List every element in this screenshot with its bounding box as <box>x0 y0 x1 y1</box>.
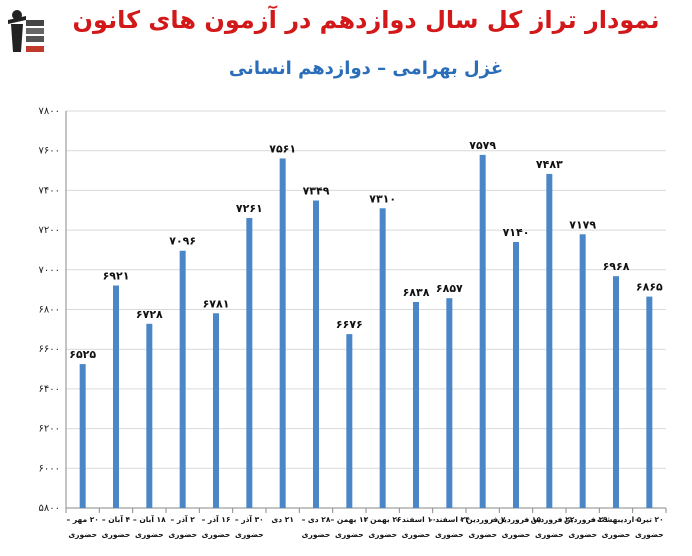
x-tick-label: ۲۲ فروردین – <box>524 515 575 524</box>
bar <box>346 334 353 508</box>
bar <box>646 296 653 508</box>
bar <box>479 154 486 508</box>
bar <box>546 173 553 508</box>
bar <box>413 301 419 508</box>
bar <box>213 313 219 508</box>
x-tick-label: ۲۶ بهمن – <box>364 515 402 524</box>
data-label: ۶۸۳۸ <box>403 286 430 299</box>
bar <box>446 298 453 508</box>
x-tick-label: ۱۲ بهمن – <box>330 515 368 524</box>
y-tick-label: ۷۶۰۰ <box>39 146 60 157</box>
data-label: ۶۵۲۵ <box>69 348 96 361</box>
data-label: ۶۷۸۱ <box>203 297 230 310</box>
kanoon-logo <box>6 6 46 56</box>
data-label: ۷۳۱۰ <box>369 192 396 205</box>
x-tick-label: ۳۰ آذر – <box>235 514 264 524</box>
x-tick-label-sub: حضوری <box>302 530 331 539</box>
x-tick-label: ۲۰ تیر – <box>635 515 664 524</box>
y-tick-label: ۶۰۰۰ <box>39 463 60 474</box>
x-tick-label: ۲۱ دی <box>271 515 294 524</box>
x-tick-label-sub: حضوری <box>568 530 597 539</box>
x-tick-label: ۲ آذر – <box>171 514 196 524</box>
x-tick-label-sub: حضوری <box>135 530 164 539</box>
bar <box>79 364 86 508</box>
x-tick-label-sub: حضوری <box>368 530 397 539</box>
bar <box>613 276 619 508</box>
x-tick-label-sub: حضوری <box>635 530 664 539</box>
data-label: ۷۱۷۹ <box>569 218 596 231</box>
bar <box>579 234 586 508</box>
data-label: ۷۴۸۳ <box>536 158 563 171</box>
y-tick-label: ۶۴۰۰ <box>39 384 60 395</box>
x-tick-label: ۴ آبان – <box>102 514 131 524</box>
bar <box>246 217 253 508</box>
x-tick-label-sub: حضوری <box>102 530 131 539</box>
data-label: ۶۸۶۵ <box>636 281 663 294</box>
chart-subtitle: غزل بهرامی – دوازدهم انسانی <box>228 58 504 79</box>
x-tick-label: ۲۸ دی – <box>302 515 331 524</box>
chart-title: نمودار تراز کل سال دوازدهم در آزمون های … <box>72 6 660 34</box>
bar <box>313 200 319 508</box>
data-label: ۶۹۲۱ <box>103 269 130 282</box>
x-tick-label: ۵ اردیبهشت – <box>591 515 642 524</box>
bar <box>513 242 519 508</box>
x-tick-label-sub: حضوری <box>235 530 264 539</box>
y-tick-label: ۶۸۰۰ <box>39 305 60 316</box>
x-tick-label: ۱۸ آبان – <box>133 514 166 524</box>
y-tick-label: ۷۲۰۰ <box>39 225 60 236</box>
x-tick-label: ۱۶ آذر – <box>202 514 231 524</box>
x-tick-label: ۷ فروردین – <box>460 515 506 524</box>
x-tick-label: ۲۰ مهر – <box>66 515 98 524</box>
data-label: ۷۵۶۱ <box>269 142 296 155</box>
data-label: ۶۷۲۸ <box>136 308 163 321</box>
x-tick-label-sub: حضوری <box>402 530 431 539</box>
data-label: ۷۰۹۶ <box>169 235 196 248</box>
data-label: ۷۵۷۹ <box>469 139 496 152</box>
x-tick-label-sub: حضوری <box>535 530 564 539</box>
x-tick-label: ۲۴ اسفند – <box>429 515 470 524</box>
bar <box>279 158 286 508</box>
y-tick-label: ۷۴۰۰ <box>39 185 60 196</box>
data-label: ۶۸۵۷ <box>436 282 463 295</box>
data-label: ۷۱۴۰ <box>503 226 530 239</box>
y-tick-label: ۶۲۰۰ <box>39 424 60 435</box>
bar <box>146 323 153 508</box>
data-label: ۷۲۶۱ <box>236 202 263 215</box>
bar <box>113 285 119 508</box>
y-tick-label: ۷۰۰۰ <box>39 265 60 276</box>
y-tick-label: ۵۸۰۰ <box>39 503 60 514</box>
data-label: ۶۹۶۸ <box>603 260 630 273</box>
x-tick-label-sub: حضوری <box>68 530 97 539</box>
data-label: ۷۳۴۹ <box>303 185 330 198</box>
x-tick-label-sub: حضوری <box>502 530 531 539</box>
data-label: ۶۶۷۶ <box>336 318 363 331</box>
bar <box>179 250 186 508</box>
x-tick-label-sub: حضوری <box>202 530 231 539</box>
y-tick-label: ۷۸۰۰ <box>39 106 60 117</box>
x-tick-label-sub: حضوری <box>435 530 464 539</box>
x-tick-label: ۱۰ اسفند – <box>396 515 437 524</box>
bar <box>379 208 386 508</box>
x-tick-label: ۱۵ فروردین – <box>491 515 542 524</box>
x-tick-label-sub: حضوری <box>602 530 631 539</box>
x-tick-label-sub: حضوری <box>468 530 497 539</box>
x-tick-label: ۲۹ فروردین – <box>558 515 609 524</box>
x-tick-label-sub: حضوری <box>168 530 197 539</box>
x-tick-label-sub: حضوری <box>335 530 364 539</box>
y-tick-label: ۶۶۰۰ <box>39 344 60 355</box>
